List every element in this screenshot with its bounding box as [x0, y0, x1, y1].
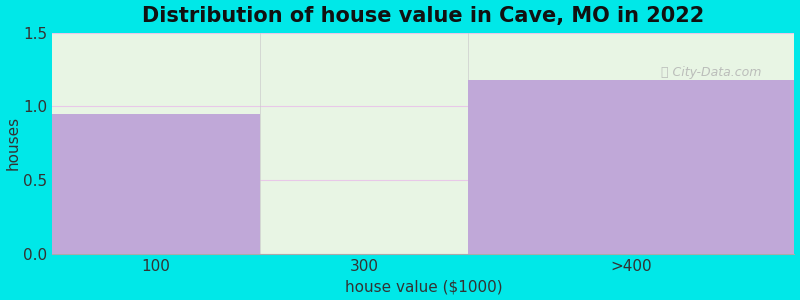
Y-axis label: houses: houses — [6, 116, 21, 170]
Text: Ⓣ City-Data.com: Ⓣ City-Data.com — [661, 66, 762, 79]
Bar — [52, 114, 260, 254]
Bar — [468, 80, 794, 254]
Title: Distribution of house value in Cave, MO in 2022: Distribution of house value in Cave, MO … — [142, 6, 705, 26]
X-axis label: house value ($1000): house value ($1000) — [345, 279, 502, 294]
